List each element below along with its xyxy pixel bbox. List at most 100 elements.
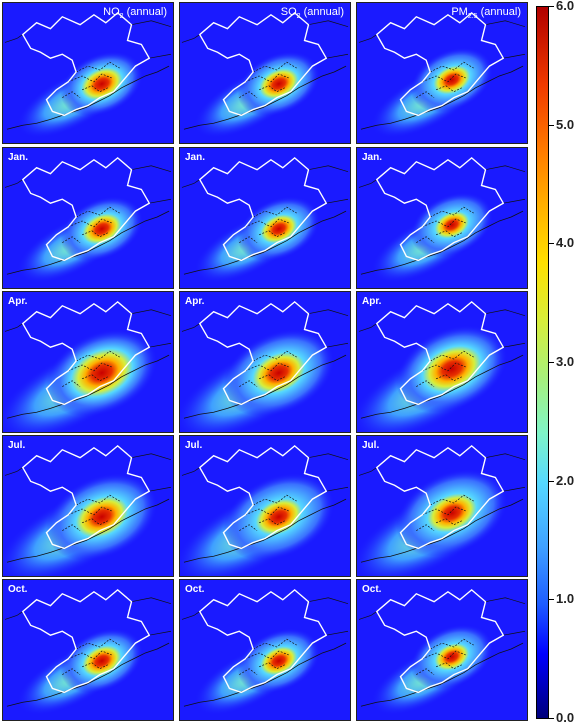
district-boundary [245,650,289,660]
pollution-hotspot [410,47,494,113]
concentration-map [357,3,527,143]
district-boundary [416,236,435,243]
province-boundary [181,165,349,204]
district-boundary [435,374,462,382]
colorbar [536,6,549,719]
column-title: SO2 (annual) [280,6,344,21]
region-outline [375,588,505,694]
concentration-map [3,580,173,720]
concentration-map [3,148,173,288]
colorbar-tick-label: 1.0 [556,591,575,607]
district-boundary [245,506,289,516]
region-outline [21,588,151,694]
colorbar-tick [549,599,554,601]
district-boundary [68,218,112,228]
map-panel: NO2 (annual) [2,2,174,144]
district-boundary [435,85,462,93]
pollution-hotspot [223,329,335,417]
coastline [6,210,170,275]
colorbar-tick-label: 6.0 [556,0,575,13]
district-boundary [68,650,112,660]
month-label: Jan. [8,152,29,163]
province-boundary [358,20,526,59]
district-boundary [75,494,120,506]
province-boundary [4,165,172,204]
district-boundary [252,350,297,362]
region-outline [198,11,328,117]
map-panel: Jul. [356,435,528,577]
concentration-map [3,436,173,576]
district-boundary [81,230,108,238]
district-boundary [422,650,466,660]
coastline [6,642,170,707]
district-boundary [422,506,466,516]
month-label: Jul. [8,440,26,451]
colorbar-tick-label: 0.0 [556,710,575,725]
district-boundary [75,206,120,218]
colorbar-tick-label: 3.0 [556,354,575,369]
province-boundary [4,597,172,636]
district-boundary [429,494,474,506]
column-title: PM2.5 (annual) [451,6,521,21]
concentration-map [180,436,350,576]
concentration-map [180,3,350,143]
district-boundary [258,662,285,670]
district-boundary [435,518,462,526]
district-boundary [252,61,297,73]
district-boundary [239,668,258,675]
province-boundary [358,597,526,636]
colorbar-tick-label: 5.0 [556,116,575,132]
region-outline [21,156,151,262]
district-boundary [258,230,285,238]
region-outline [375,11,505,117]
map-panel: Jul. [179,435,351,577]
district-boundary [422,73,466,83]
district-boundary [252,494,297,506]
colorbar-tick-label: 2.0 [556,472,575,488]
district-boundary [239,380,258,387]
concentration-map [357,580,527,720]
district-boundary [75,638,120,650]
pollution-hotspot [223,473,335,561]
district-boundary [435,662,462,670]
pollution-hotspot [46,473,158,561]
district-boundary [416,668,435,675]
month-label: Oct. [185,584,205,595]
pollution-hotspot [396,469,508,557]
region-outline [198,588,328,694]
column-title: NO2 (annual) [103,6,167,21]
coastline [183,210,347,275]
month-label: Apr. [8,296,28,307]
concentration-map [3,292,173,432]
district-boundary [81,374,108,382]
district-boundary [239,91,258,98]
district-boundary [62,668,81,675]
pollution-hotspot [237,51,321,117]
region-outline [375,444,505,550]
colorbar-tick [549,243,554,245]
coastline [360,354,524,419]
province-boundary [181,597,349,636]
region-outline [21,444,151,550]
map-panel: Apr. [179,291,351,433]
map-panel: Oct. [179,579,351,721]
coastline [6,498,170,563]
district-boundary [422,362,466,372]
concentration-map [180,580,350,720]
map-panel: Oct. [356,579,528,721]
colorbar-tick [549,362,554,363]
district-boundary [68,73,112,83]
province-boundary [358,453,526,492]
district-boundary [429,206,474,218]
province-boundary [181,20,349,59]
month-label: Apr. [362,296,382,307]
month-label: Oct. [362,584,382,595]
district-boundary [81,662,108,670]
coastline [183,354,347,419]
pollution-hotspot [60,51,144,117]
map-panel: Jan. [356,147,528,289]
district-boundary [75,61,120,73]
map-panel: Jan. [2,147,174,289]
district-boundary [416,524,435,531]
